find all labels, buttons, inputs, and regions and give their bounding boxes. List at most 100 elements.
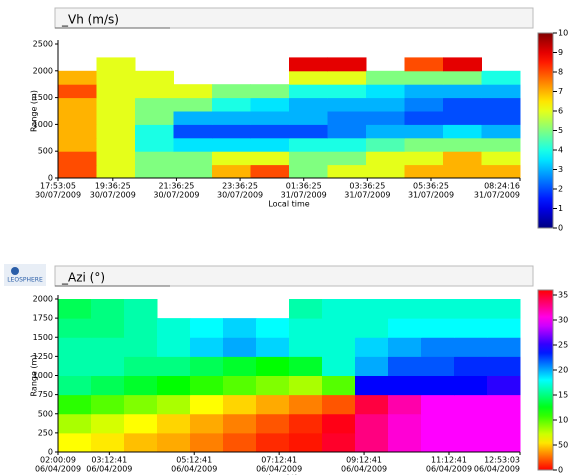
heatmap-cell	[487, 318, 521, 338]
heatmap-cell	[212, 124, 251, 138]
heatmap-cell	[405, 71, 444, 85]
heatmap-cell	[124, 395, 158, 415]
heatmap-cell	[251, 138, 290, 152]
heatmap-cell	[487, 395, 521, 415]
heatmap-cell	[388, 337, 422, 357]
heatmap-cell	[443, 111, 482, 125]
heatmap-cell	[289, 433, 323, 453]
y-tick-label: 1750	[33, 314, 53, 323]
heatmap-cell	[443, 165, 482, 179]
heatmap-cell	[289, 57, 328, 71]
heatmap-cell	[355, 433, 389, 453]
heatmap-cell	[58, 84, 97, 98]
heatmap-cell	[58, 138, 97, 152]
heatmap-cell	[388, 395, 422, 415]
x-tick-date: 31/07/2009	[408, 191, 454, 200]
heatmap-cell	[487, 433, 521, 453]
heatmap-cell	[454, 318, 488, 338]
colorbar-tick-label: 10	[558, 29, 568, 38]
heatmap-cell	[91, 299, 125, 319]
heatmap-cell	[322, 395, 356, 415]
heatmap-cell	[251, 151, 290, 165]
heatmap-cell	[256, 414, 290, 434]
heatmap-cell	[388, 414, 422, 434]
heatmap-cell	[355, 337, 389, 357]
heatmap-cell	[135, 98, 174, 112]
heatmap-cell	[454, 337, 488, 357]
heatmap-cell	[223, 395, 257, 415]
x-tick-label: 23:36:25	[222, 182, 258, 191]
x-tick-date: 06/04/2009	[171, 465, 217, 474]
heatmap-cell	[256, 376, 290, 396]
heatmap-cell	[256, 337, 290, 357]
heatmap-cell	[135, 71, 174, 85]
heatmap-cell	[322, 376, 356, 396]
y-tick-label: 2000	[33, 295, 53, 304]
colorbar-tick-label: 0	[558, 224, 563, 233]
heatmap-cell	[174, 165, 213, 179]
x-tick-label: 21:36:25	[158, 182, 194, 191]
x-tick-date: 06/04/2009	[35, 465, 81, 474]
heatmap-cell	[482, 124, 521, 138]
heatmap-cell	[355, 414, 389, 434]
logo-text: LEOSPHERE	[7, 277, 43, 284]
colorbar-tick-label: 4	[558, 146, 563, 155]
heatmap-cell	[223, 318, 257, 338]
heatmap-cell	[405, 138, 444, 152]
y-tick-label: 2500	[33, 40, 53, 49]
colorbar	[538, 33, 553, 228]
heatmap-cell	[251, 98, 290, 112]
heatmap-cell	[289, 71, 328, 85]
heatmap-cell	[58, 124, 97, 138]
heatmap-cell	[454, 299, 488, 319]
heatmap-cell	[405, 124, 444, 138]
heatmap-cell	[355, 395, 389, 415]
heatmap-cell	[366, 165, 405, 179]
heatmap-cell	[135, 84, 174, 98]
heatmap-cell	[124, 337, 158, 357]
heatmap-cell	[366, 111, 405, 125]
heatmap-cell	[212, 138, 251, 152]
x-tick-date: 30/07/2009	[217, 191, 263, 200]
x-tick-date: 31/07/2009	[474, 191, 520, 200]
screenshot: LEOSPHERE _Vh (m/s)05001000150020002500R…	[0, 0, 568, 475]
heatmap-cell	[487, 356, 521, 376]
x-tick-date: 31/07/2009	[281, 191, 327, 200]
heatmap-cell	[190, 318, 224, 338]
heatmap-cell	[212, 98, 251, 112]
heatmap-cell	[124, 299, 158, 319]
heatmap-cell	[454, 433, 488, 453]
heatmap-cell	[58, 299, 92, 319]
y-tick-label: 250	[38, 428, 53, 437]
heatmap-cell	[58, 376, 92, 396]
heatmap-cell	[454, 414, 488, 434]
heatmap-cell	[443, 98, 482, 112]
header-bar	[55, 266, 533, 286]
heatmap-cell	[256, 356, 290, 376]
heatmap-cell	[454, 376, 488, 396]
heatmap-cell	[421, 356, 455, 376]
header-bar	[55, 8, 533, 28]
x-tick-date: 06/04/2009	[256, 465, 302, 474]
heatmap-cell	[328, 98, 367, 112]
heatmap-cell	[328, 84, 367, 98]
heatmap-cell	[482, 111, 521, 125]
heatmap-cell	[482, 138, 521, 152]
heatmap-cell	[405, 111, 444, 125]
heatmap-cell	[322, 414, 356, 434]
heatmap-cell	[328, 111, 367, 125]
heatmap-cell	[97, 57, 136, 71]
heatmap-cell	[58, 433, 92, 453]
heatmap-cell	[223, 433, 257, 453]
colorbar-tick-label: 2	[558, 185, 563, 194]
heatmap-cell	[223, 376, 257, 396]
heatmap-cell	[157, 414, 191, 434]
heatmap-cell	[289, 84, 328, 98]
heatmap-cell	[366, 151, 405, 165]
heatmap-cell	[97, 71, 136, 85]
heatmap-cell	[256, 395, 290, 415]
heatmap-cell	[190, 433, 224, 453]
heatmap-cell	[289, 165, 328, 179]
heatmap-cell	[443, 84, 482, 98]
heatmap-cell	[289, 395, 323, 415]
